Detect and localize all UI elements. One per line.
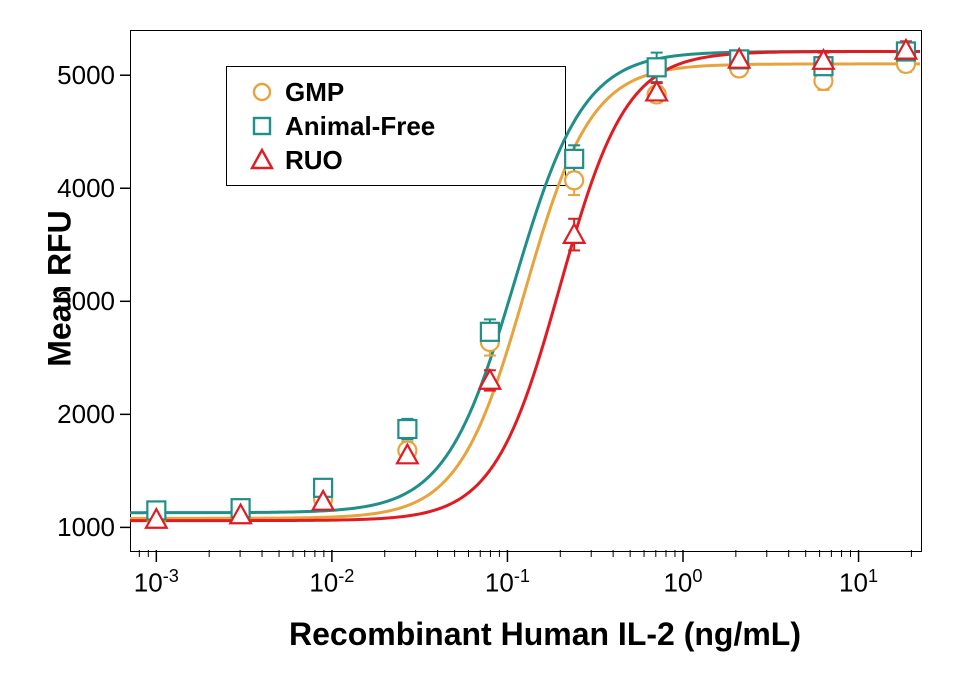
x-tick-label: 10-1: [467, 566, 547, 599]
x-tick-label: 10-2: [292, 566, 372, 599]
x-tick-label: 10-3: [116, 566, 196, 599]
y-tick-label: 2000: [45, 399, 115, 430]
y-tick-label: 1000: [45, 512, 115, 543]
x-tick-label: 100: [643, 566, 723, 599]
x-tick-label: 101: [819, 566, 899, 599]
y-tick-label: 4000: [45, 173, 115, 204]
y-tick-label: 5000: [45, 60, 115, 91]
chart-container: Mean RFU Recombinant Human IL-2 (ng/mL) …: [0, 0, 969, 684]
y-tick-label: 3000: [45, 286, 115, 317]
